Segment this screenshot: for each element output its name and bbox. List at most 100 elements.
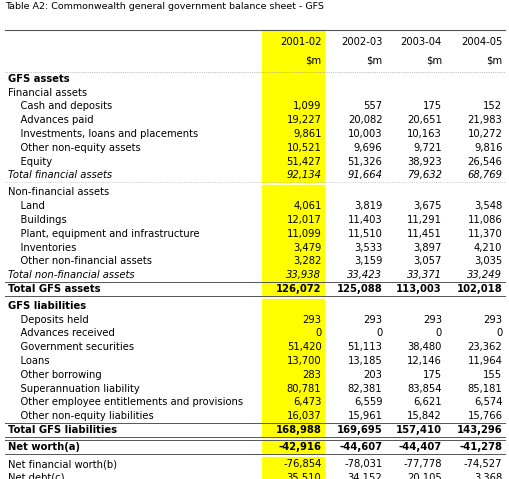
Text: 6,473: 6,473 (293, 398, 321, 408)
Text: Government securities: Government securities (8, 342, 133, 352)
Bar (262, 254, 323, 268)
Text: 0: 0 (495, 329, 501, 339)
Bar (262, 382, 323, 396)
Text: Non-financial assets: Non-financial assets (8, 187, 108, 197)
Text: 34,152: 34,152 (347, 473, 382, 479)
Text: Equity: Equity (8, 157, 51, 167)
Text: 19,227: 19,227 (286, 115, 321, 125)
Text: 11,086: 11,086 (467, 215, 501, 225)
Text: 4,061: 4,061 (293, 201, 321, 211)
Bar (262, 113, 323, 127)
Text: Other non-equity assets: Other non-equity assets (8, 143, 140, 153)
Text: Other employee entitlements and provisions: Other employee entitlements and provisio… (8, 398, 242, 408)
Text: 10,003: 10,003 (347, 129, 382, 139)
Text: Deposits held: Deposits held (8, 315, 88, 325)
Text: 152: 152 (483, 102, 501, 111)
Text: $m: $m (365, 55, 382, 65)
Text: $m: $m (485, 55, 501, 65)
Text: 11,451: 11,451 (406, 228, 441, 239)
Text: 0: 0 (435, 329, 441, 339)
Text: 9,721: 9,721 (412, 143, 441, 153)
Text: 11,964: 11,964 (467, 356, 501, 366)
Text: Table A2: Commonwealth general government balance sheet - GFS: Table A2: Commonwealth general governmen… (5, 2, 323, 11)
Text: 2003-04: 2003-04 (400, 37, 441, 47)
Text: 0: 0 (376, 329, 382, 339)
Text: 21,983: 21,983 (467, 115, 501, 125)
Text: Total non-financial assets: Total non-financial assets (8, 270, 134, 280)
Text: 3,479: 3,479 (293, 242, 321, 252)
Text: 3,819: 3,819 (353, 201, 382, 211)
Text: 203: 203 (363, 370, 382, 380)
Text: 143,296: 143,296 (456, 425, 501, 435)
Bar (262, 86, 323, 100)
Text: 283: 283 (302, 370, 321, 380)
Text: 125,088: 125,088 (336, 284, 382, 294)
Bar (262, 327, 323, 341)
Text: Financial assets: Financial assets (8, 88, 87, 98)
Text: 15,766: 15,766 (466, 411, 501, 421)
Text: -74,527: -74,527 (463, 459, 501, 469)
Text: -77,778: -77,778 (403, 459, 441, 469)
Text: -44,607: -44,607 (339, 442, 382, 452)
Text: GFS assets: GFS assets (8, 74, 69, 84)
Text: 11,403: 11,403 (347, 215, 382, 225)
Text: 293: 293 (422, 315, 441, 325)
Text: 79,632: 79,632 (406, 171, 441, 180)
Text: 12,146: 12,146 (406, 356, 441, 366)
Text: 126,072: 126,072 (275, 284, 321, 294)
Text: 68,769: 68,769 (466, 171, 501, 180)
Text: 20,105: 20,105 (406, 473, 441, 479)
Text: 51,427: 51,427 (286, 157, 321, 167)
Text: 4,210: 4,210 (473, 242, 501, 252)
Text: Net worth(a): Net worth(a) (8, 442, 79, 452)
Bar (262, 282, 323, 296)
Bar (262, 410, 323, 423)
Bar (262, 100, 323, 113)
Text: 33,938: 33,938 (286, 270, 321, 280)
Text: 10,521: 10,521 (286, 143, 321, 153)
Text: 51,326: 51,326 (347, 157, 382, 167)
Text: 13,185: 13,185 (347, 356, 382, 366)
Text: $m: $m (425, 55, 441, 65)
Text: 155: 155 (483, 370, 501, 380)
Text: 11,510: 11,510 (347, 228, 382, 239)
Text: 20,651: 20,651 (406, 115, 441, 125)
Bar (262, 213, 323, 227)
Text: 33,423: 33,423 (347, 270, 382, 280)
Bar (262, 185, 323, 199)
Text: Other non-equity liabilities: Other non-equity liabilities (8, 411, 153, 421)
Text: Plant, equipment and infrastructure: Plant, equipment and infrastructure (8, 228, 199, 239)
Bar (262, 440, 323, 454)
Text: 10,272: 10,272 (467, 129, 501, 139)
Text: -42,916: -42,916 (278, 442, 321, 452)
Text: 33,249: 33,249 (466, 270, 501, 280)
Text: 83,854: 83,854 (407, 384, 441, 394)
Text: 26,546: 26,546 (467, 157, 501, 167)
Text: Loans: Loans (8, 356, 49, 366)
Text: Investments, loans and placements: Investments, loans and placements (8, 129, 197, 139)
Text: 6,574: 6,574 (473, 398, 501, 408)
Text: 3,282: 3,282 (293, 256, 321, 266)
Text: 20,082: 20,082 (347, 115, 382, 125)
Bar (262, 141, 323, 155)
Bar (262, 313, 323, 327)
Text: 102,018: 102,018 (456, 284, 501, 294)
Text: 38,480: 38,480 (407, 342, 441, 352)
Text: Cash and deposits: Cash and deposits (8, 102, 111, 111)
Text: 3,675: 3,675 (413, 201, 441, 211)
Text: 80,781: 80,781 (286, 384, 321, 394)
Bar (262, 471, 323, 479)
Text: $m: $m (305, 55, 321, 65)
Text: 11,291: 11,291 (406, 215, 441, 225)
Bar (262, 240, 323, 254)
Text: 9,861: 9,861 (292, 129, 321, 139)
Text: -78,031: -78,031 (344, 459, 382, 469)
Bar (262, 227, 323, 240)
Text: Total financial assets: Total financial assets (8, 171, 111, 180)
Text: 3,035: 3,035 (473, 256, 501, 266)
Text: Inventories: Inventories (8, 242, 76, 252)
Text: Total GFS liabilities: Total GFS liabilities (8, 425, 117, 435)
Text: 51,113: 51,113 (347, 342, 382, 352)
Text: 13,700: 13,700 (286, 356, 321, 366)
Text: Superannuation liability: Superannuation liability (8, 384, 139, 394)
